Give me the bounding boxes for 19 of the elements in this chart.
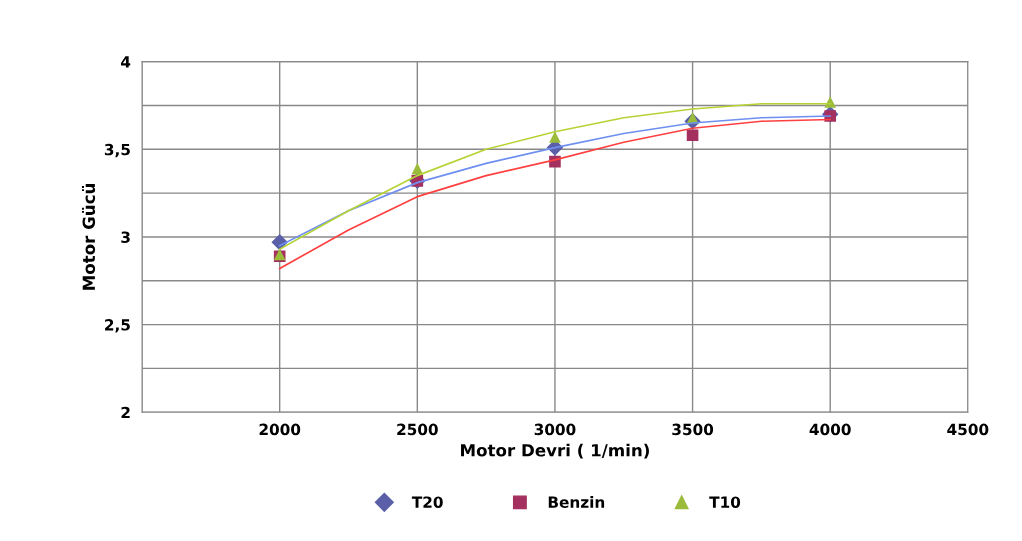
y-axis-title: Motor Gücü: [81, 183, 96, 290]
x-tick-label: 3000: [534, 423, 576, 436]
x-tick-label: 2000: [259, 423, 301, 436]
point: [549, 131, 561, 143]
y-tick-label: 4: [121, 56, 131, 68]
x-tick-label: 3500: [672, 423, 714, 436]
y-tick-label: 2: [121, 406, 130, 419]
point: [686, 129, 699, 142]
y-tick-label: 2,5: [105, 319, 130, 333]
legend-label: T10: [709, 496, 741, 508]
legend-label: T20: [411, 496, 443, 508]
x-axis-title: Motor Devri ( 1/min): [461, 443, 649, 459]
x-tick-label: 2500: [397, 423, 438, 436]
point: [411, 162, 424, 175]
x-tick-label: 4500: [947, 423, 989, 436]
x-tick-label: 4000: [809, 423, 851, 436]
legend-label: Benzin: [548, 496, 605, 508]
y-tick-label: 3: [121, 231, 130, 243]
y-tick-label: 3,5: [104, 143, 130, 158]
